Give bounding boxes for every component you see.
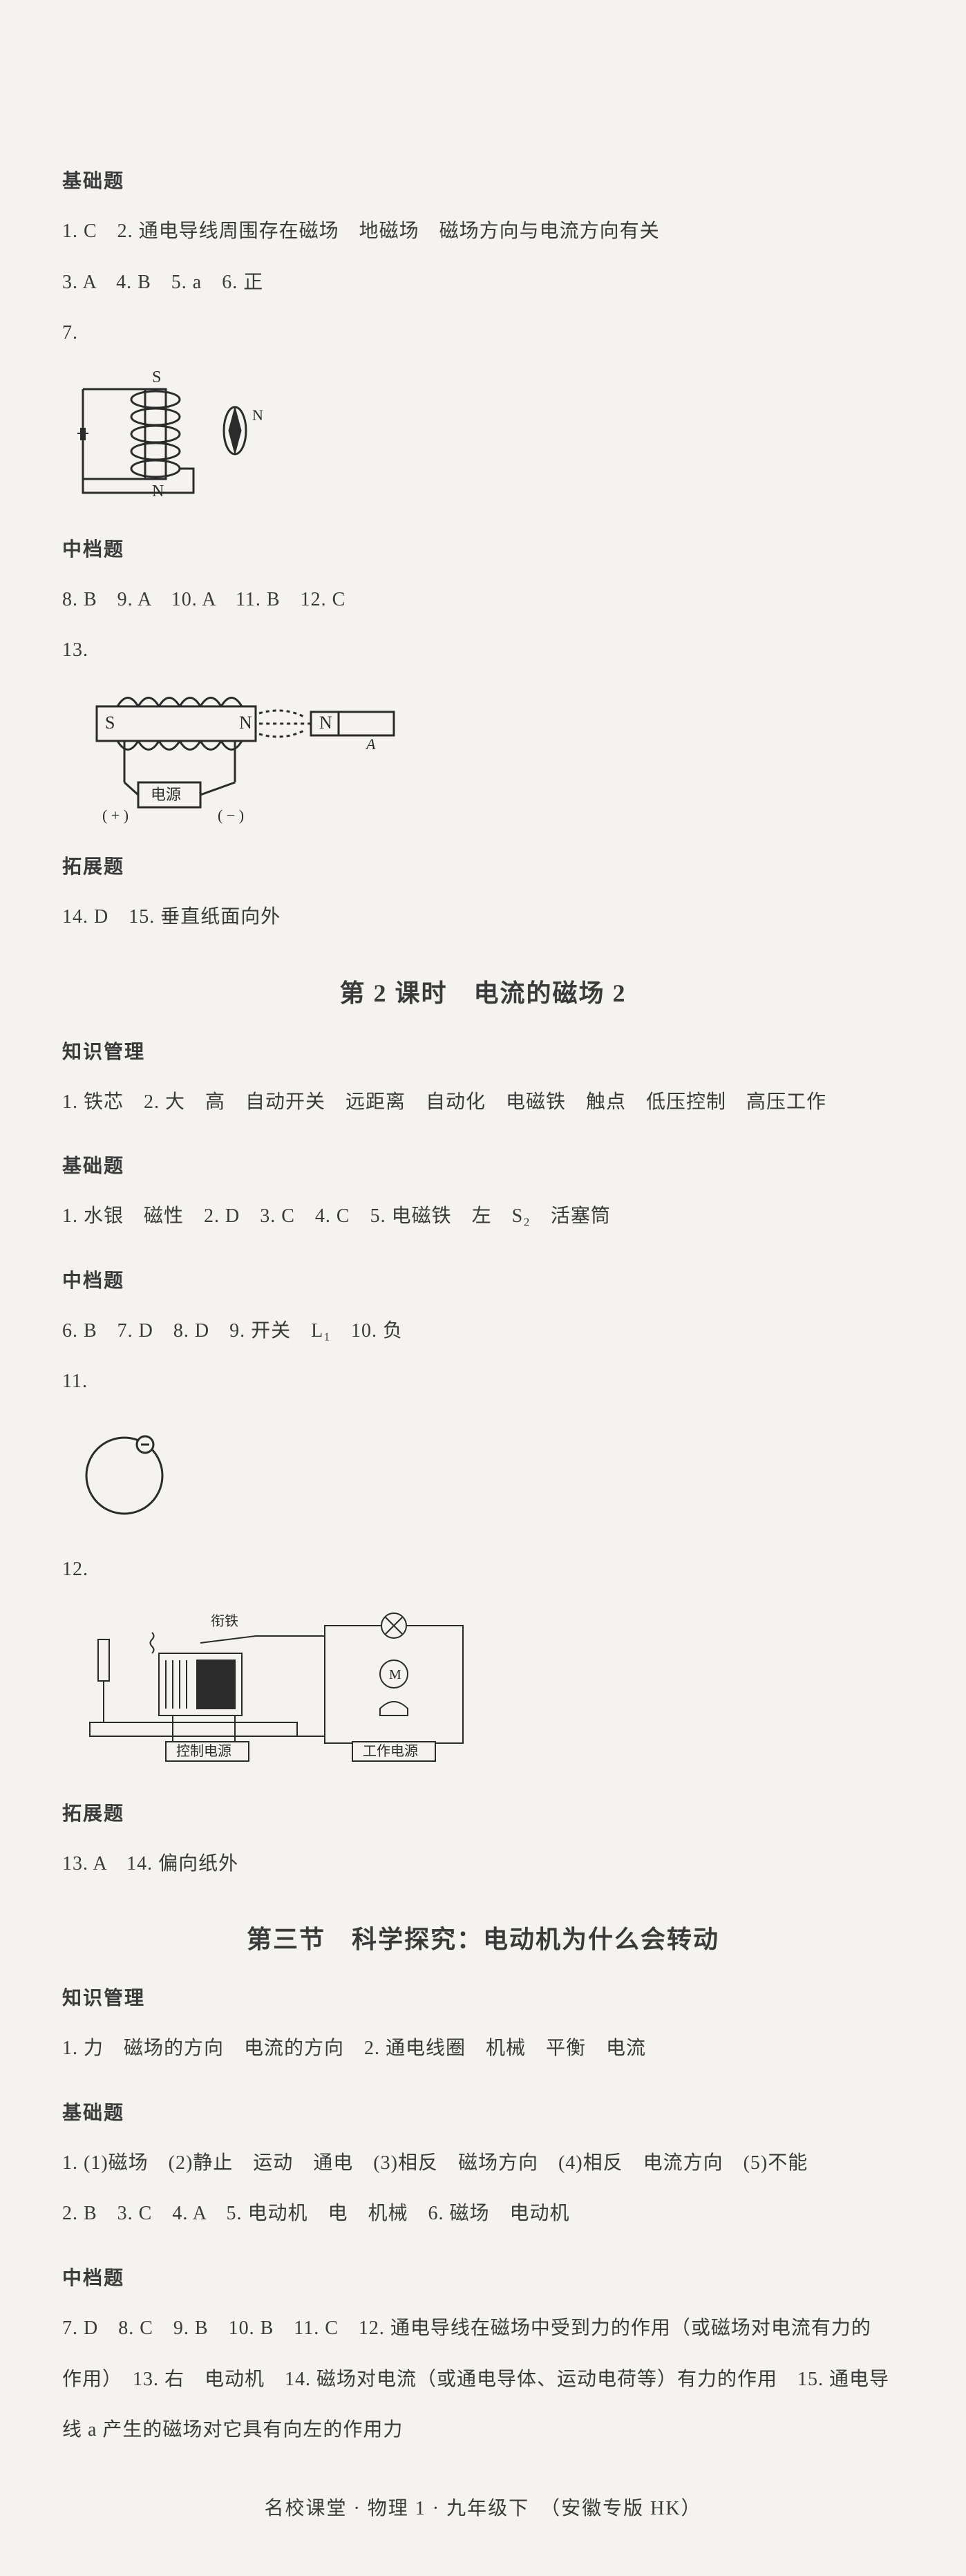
answer-line: 1. C 2. 通电导线周围存在磁场 地磁场 磁场方向与电流方向有关 (62, 210, 904, 253)
q12-label: 12. (62, 1548, 904, 1591)
q13-label: 13. (62, 629, 904, 672)
section-knowledge-1: 知识管理 (62, 1037, 904, 1064)
section-mid-3: 中档题 (62, 2263, 904, 2291)
section-extend-1: 拓展题 (62, 852, 904, 879)
section-mid-2: 中档题 (62, 1266, 904, 1293)
q7-label: 7. (62, 312, 904, 355)
page-scan: 基础题 1. C 2. 通电导线周围存在磁场 地磁场 磁场方向与电流方向有关 3… (0, 0, 966, 2576)
figure-13-electromagnet: S N N A 电源 ( + ) ( − ) (62, 686, 904, 824)
answer-line: 线 a 产生的磁场对它具有向左的作用力 (62, 2409, 904, 2452)
label-motor: M (389, 1667, 401, 1682)
section-basic-1: 基础题 (62, 166, 904, 194)
label-plus: ( + ) (102, 807, 129, 824)
label-S: S (152, 368, 161, 386)
label-S: S (105, 713, 115, 733)
page-footer: 名校课堂 · 物理 1 · 九年级下 （安徽专版 HK） (62, 2493, 904, 2521)
section-basic-2: 基础题 (62, 1151, 904, 1178)
answer-line: 1. 力 磁场的方向 电流的方向 2. 通电线圈 机械 平衡 电流 (62, 2027, 904, 2070)
section-basic-3: 基础题 (62, 2098, 904, 2125)
answer-line: 8. B 9. A 10. A 11. B 12. C (62, 579, 904, 621)
label-N: N (152, 482, 164, 500)
answer-line: 作用） 13. 右 电动机 14. 磁场对电流（或通电导体、运动电荷等）有力的作… (62, 2358, 904, 2401)
figure-11-loop (62, 1417, 904, 1527)
label-N1: N (239, 713, 252, 733)
section-knowledge-2: 知识管理 (62, 1983, 904, 2011)
label-minus: ( − ) (218, 807, 244, 824)
answer-line: 2. B 3. C 4. A 5. 电动机 电 机械 6. 磁场 电动机 (62, 2192, 904, 2235)
label-ctrl-psu: 控制电源 (176, 1743, 231, 1759)
section-mid-1: 中档题 (62, 534, 904, 562)
answer-line: 1. (1)磁场 (2)静止 运动 通电 (3)相反 磁场方向 (4)相反 电流… (62, 2142, 904, 2185)
answer-line: 3. A 4. B 5. a 6. 正 (62, 261, 904, 304)
answer-line: 1. 水银 磁性 2. D 3. C 4. C 5. 电磁铁 左 S₂ 活塞筒 (62, 1195, 904, 1238)
lesson-heading-3: 第三节 科学探究：电动机为什么会转动 (62, 1919, 904, 1955)
answer-line: 14. D 15. 垂直纸面向外 (62, 896, 904, 939)
label-armature: 衔铁 (211, 1613, 238, 1629)
label-psu: 电源 (151, 786, 181, 803)
q11-label: 11. (62, 1360, 904, 1403)
answer-line: 13. A 14. 偏向纸外 (62, 1843, 904, 1886)
label-work-psu: 工作电源 (363, 1743, 418, 1759)
figure-12-relay-circuit: 衔铁 控制电源 工作电源 M (62, 1605, 904, 1771)
lesson-heading-2: 第 2 课时 电流的磁场 2 (62, 973, 904, 1009)
label-N2: N (319, 713, 332, 733)
answer-line: 1. 铁芯 2. 大 高 自动开关 远距离 自动化 电磁铁 触点 低压控制 高压… (62, 1081, 904, 1124)
answer-line: 7. D 8. C 9. B 10. B 11. C 12. 通电导线在磁场中受… (62, 2307, 904, 2350)
label-A: A (365, 735, 376, 753)
label-compass-N: N (252, 406, 263, 424)
answer-line: 6. B 7. D 8. D 9. 开关 L₁ 10. 负 (62, 1310, 904, 1353)
section-extend-2: 拓展题 (62, 1798, 904, 1826)
figure-7-solenoid: S N N (62, 368, 904, 507)
